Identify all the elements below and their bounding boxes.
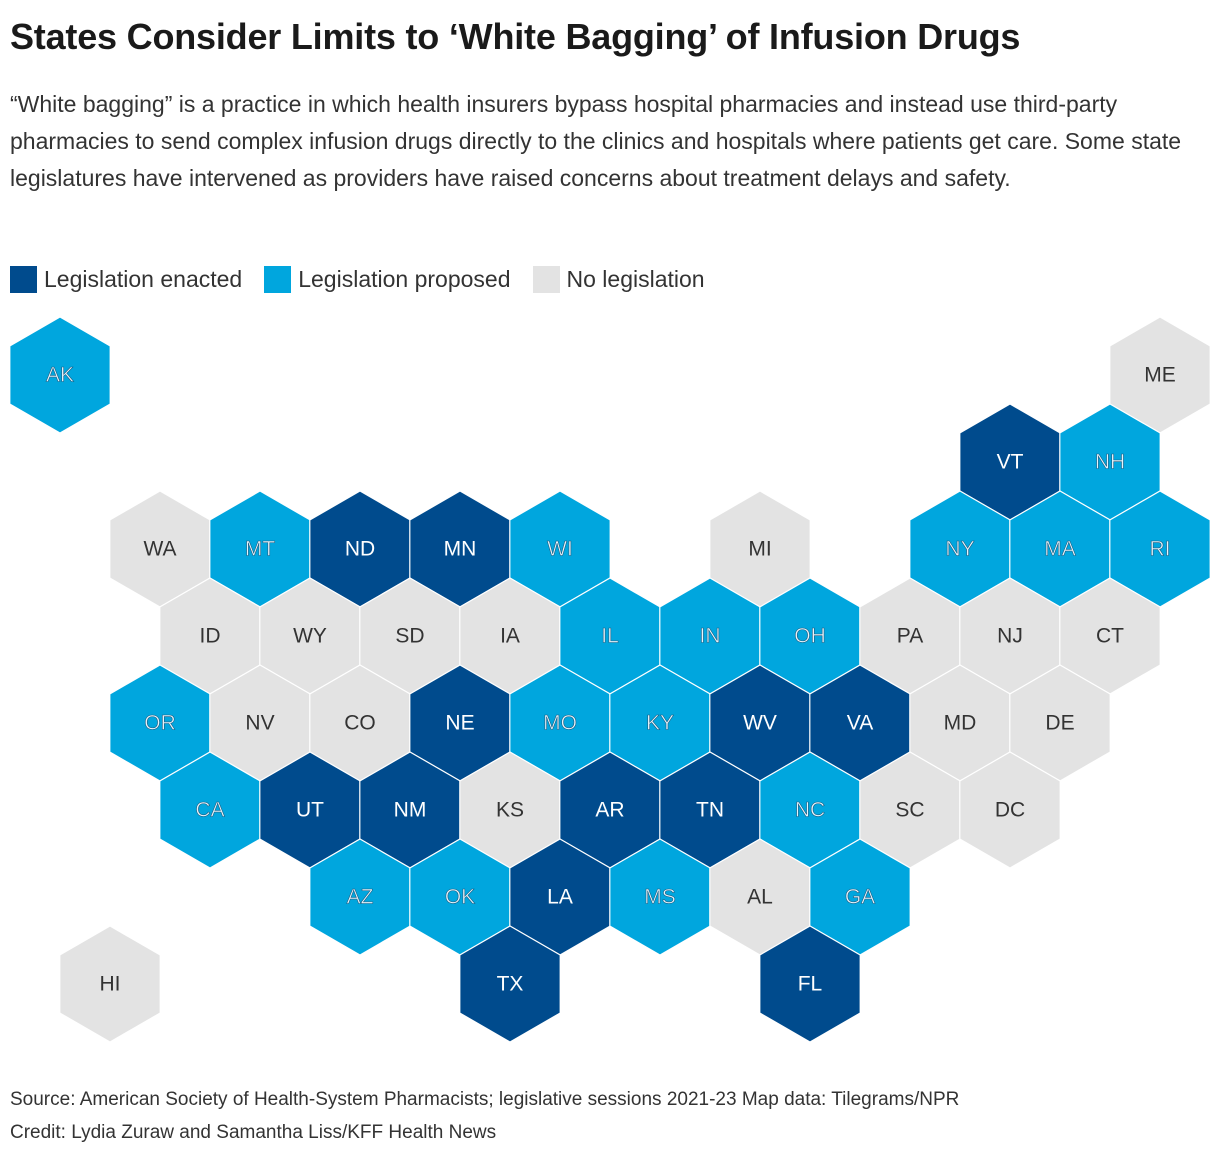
state-label: MI: [748, 538, 771, 561]
state-label: MD: [944, 712, 977, 735]
state-va: VA: [809, 664, 911, 782]
state-hex: [959, 751, 1061, 869]
state-label: LA: [547, 886, 573, 909]
state-label: IA: [500, 625, 520, 648]
state-ak: AK: [9, 316, 111, 434]
state-label: HI: [100, 973, 121, 996]
state-tx: TX: [459, 925, 561, 1043]
state-wa: WA: [109, 490, 211, 608]
chart-subtitle: “White bagging” is a practice in which h…: [10, 91, 1182, 191]
state-label: AK: [46, 364, 74, 387]
state-me: ME: [1109, 316, 1211, 434]
state-mi: MI: [709, 490, 811, 608]
state-de: DE: [1009, 664, 1111, 782]
legend-label-proposed: Legislation proposed: [298, 265, 511, 292]
state-ky: KY: [609, 664, 711, 782]
state-sd: SD: [359, 577, 461, 695]
state-label: DC: [995, 799, 1025, 822]
state-hex: [759, 925, 861, 1043]
state-label: SC: [895, 799, 924, 822]
legend-item-none: No legislation: [532, 265, 705, 293]
legend: Legislation enacted Legislation proposed…: [10, 263, 727, 295]
state-label: NM: [394, 799, 427, 822]
state-label: AZ: [347, 886, 374, 909]
state-label: KS: [496, 799, 524, 822]
state-in: IN: [659, 577, 761, 695]
state-label: WI: [547, 538, 573, 561]
state-label: MO: [543, 712, 577, 735]
state-ma: MA: [1009, 490, 1111, 608]
state-label: MA: [1044, 538, 1076, 561]
state-label: VA: [847, 712, 873, 735]
state-label: NH: [1095, 451, 1125, 474]
state-label: IL: [601, 625, 619, 648]
state-label: AL: [747, 886, 773, 909]
state-label: TX: [497, 973, 524, 996]
state-label: OH: [794, 625, 826, 648]
state-label: MN: [444, 538, 477, 561]
state-label: NE: [445, 712, 474, 735]
state-label: GA: [845, 886, 875, 909]
state-hex: [459, 925, 561, 1043]
state-label: VT: [997, 451, 1024, 474]
state-wi: WI: [509, 490, 611, 608]
state-label: WA: [143, 538, 176, 561]
state-label: CO: [344, 712, 376, 735]
legend-item-enacted: Legislation enacted: [10, 265, 243, 293]
state-label: MS: [644, 886, 676, 909]
state-hex: [9, 316, 111, 434]
state-label: TN: [696, 799, 724, 822]
state-hi: HI: [59, 925, 161, 1043]
state-label: SD: [395, 625, 424, 648]
state-ms: MS: [609, 838, 711, 956]
state-label: DE: [1045, 712, 1074, 735]
state-dc: DC: [959, 751, 1061, 869]
legend-swatch-enacted: [10, 265, 37, 293]
state-label: AR: [595, 799, 624, 822]
state-label: MT: [245, 538, 275, 561]
source-note: Source: American Society of Health-Syste…: [10, 1089, 960, 1110]
state-label: NJ: [997, 625, 1023, 648]
credit-note: Credit: Lydia Zuraw and Samantha Liss/KF…: [10, 1122, 497, 1143]
state-pa: PA: [859, 577, 961, 695]
state-label: FL: [798, 973, 823, 996]
state-label: RI: [1150, 538, 1171, 561]
legend-label-none: No legislation: [566, 265, 705, 292]
state-label: OR: [144, 712, 176, 735]
state-mn: MN: [409, 490, 511, 608]
legend-swatch-proposed: [264, 265, 292, 293]
state-ok: OK: [409, 838, 511, 956]
state-label: CT: [1096, 625, 1124, 648]
state-co: CO: [309, 664, 411, 782]
state-ri: RI: [1109, 490, 1211, 608]
state-oh: OH: [759, 577, 861, 695]
state-label: NC: [795, 799, 825, 822]
state-label: ME: [1144, 364, 1176, 387]
state-mt: MT: [209, 490, 311, 608]
state-label: ND: [345, 538, 375, 561]
state-fl: FL: [759, 925, 861, 1043]
state-ny: NY: [909, 490, 1011, 608]
state-label: CA: [195, 799, 224, 822]
state-label: NV: [245, 712, 274, 735]
state-label: IN: [700, 625, 721, 648]
legend-label-enacted: Legislation enacted: [44, 265, 243, 292]
chart-title: States Consider Limits to ‘White Bagging…: [10, 16, 1021, 57]
state-label: NY: [945, 538, 974, 561]
legend-swatch-none: [532, 265, 560, 293]
state-label: UT: [296, 799, 324, 822]
state-label: OK: [445, 886, 475, 909]
legend-item-proposed: Legislation proposed: [264, 265, 511, 293]
state-label: WY: [293, 625, 327, 648]
state-label: WV: [743, 712, 777, 735]
state-label: ID: [200, 625, 221, 648]
state-label: KY: [646, 712, 674, 735]
state-label: PA: [897, 625, 923, 648]
hex-map: AK ME VT NH WA MT ND MN WI MI NY MA RI ID WY SD IA IL IN OH…: [9, 316, 1211, 1043]
state-hex: [59, 925, 161, 1043]
